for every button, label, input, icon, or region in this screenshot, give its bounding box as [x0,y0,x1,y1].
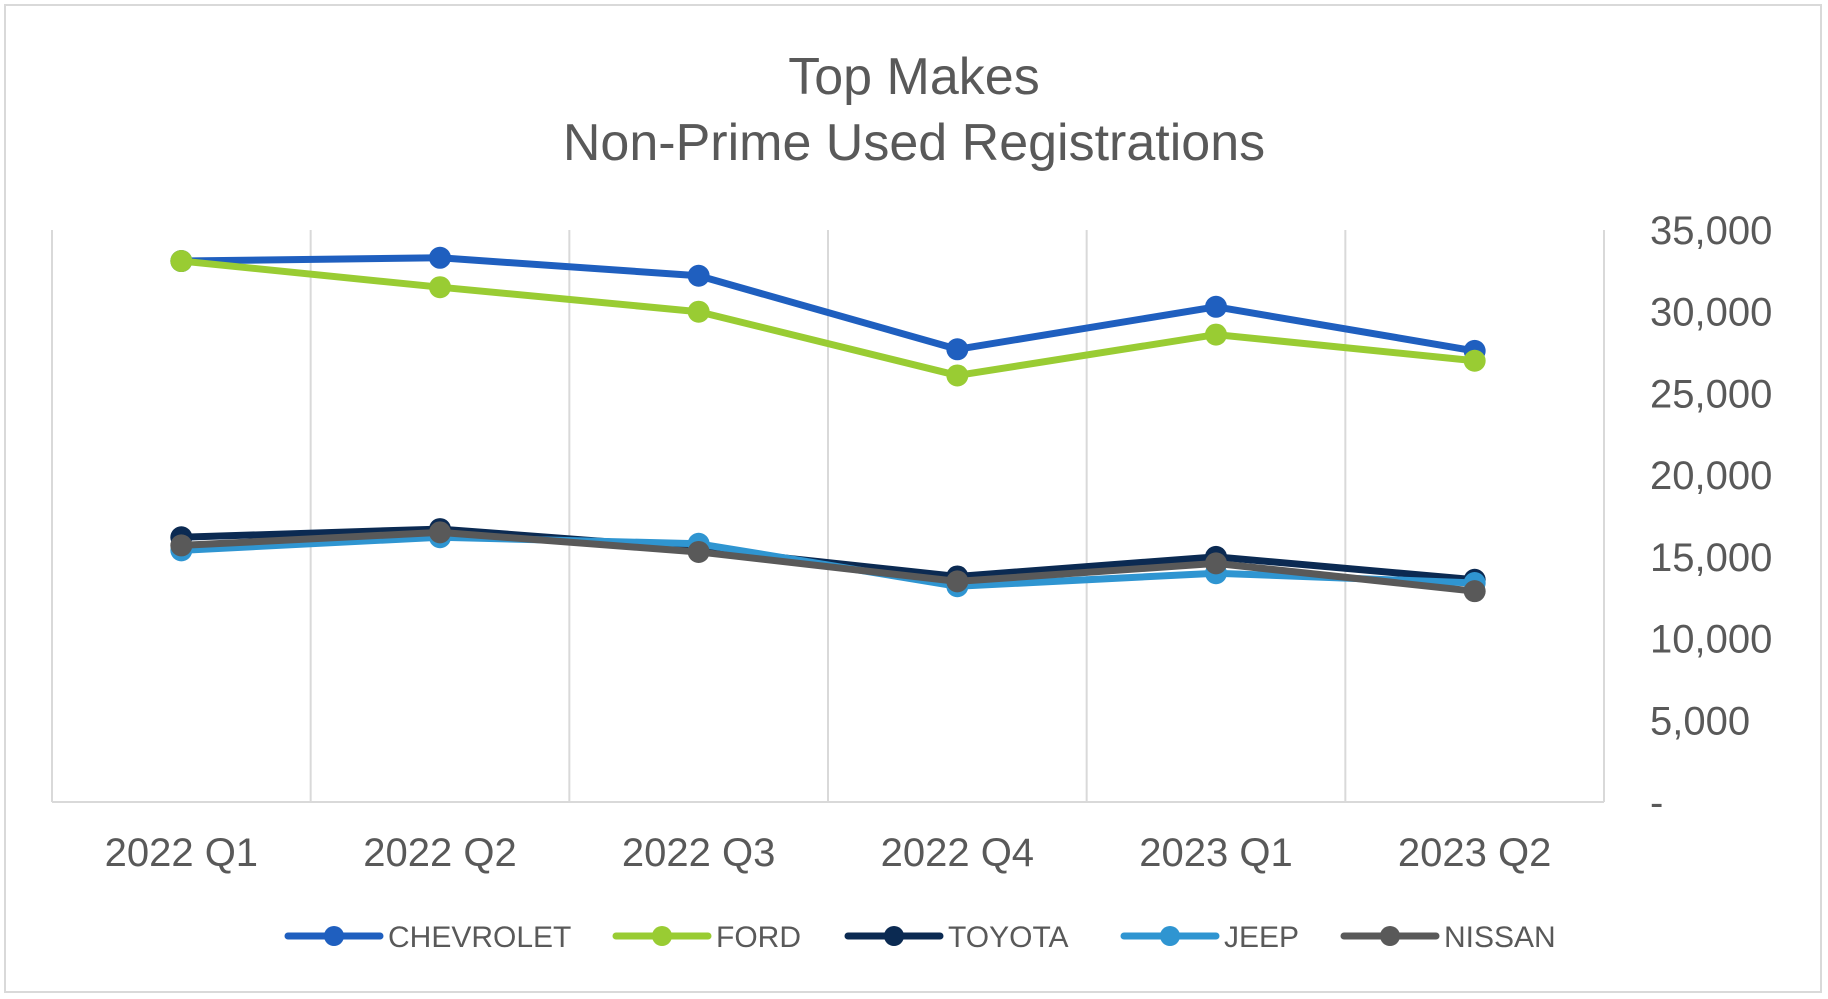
legend-label-nissan: NISSAN [1444,921,1556,954]
data-point-nissan [1463,580,1486,603]
x-tick-label: 2022 Q4 [881,831,1034,875]
legend-marker-toyota [884,926,904,946]
y-tick-label: - [1650,781,1663,825]
data-point-ford [687,300,710,323]
data-point-ford [946,364,969,387]
x-tick-label: 2022 Q3 [622,831,775,875]
y-tick-label: 30,000 [1650,291,1772,335]
data-point-chevrolet [946,338,969,361]
chart-frame [4,4,1822,993]
chart-title: Top Makes [788,48,1040,106]
legend-label-toyota: TOYOTA [948,921,1069,954]
series-line-ford [177,257,1479,379]
y-tick-label: 15,000 [1650,536,1772,580]
x-tick-label: 2022 Q1 [105,831,258,875]
legend-marker-ford [652,926,672,946]
data-point-nissan [170,534,193,557]
data-point-nissan [687,540,710,563]
legend-label-ford: FORD [716,921,801,954]
data-point-nissan [429,521,451,544]
legend-marker-nissan [1380,926,1400,946]
data-point-ford [1205,323,1227,346]
legend-marker-chevrolet [324,926,344,946]
series-line-chevrolet [177,254,1479,355]
legend-marker-jeep [1160,926,1180,946]
legend-label-jeep: JEEP [1224,921,1299,954]
x-tick-label: 2023 Q1 [1139,831,1292,875]
data-point-ford [1463,349,1486,372]
x-tick-label: 2023 Q2 [1398,831,1551,875]
data-point-ford [170,250,193,273]
chart-subtitle: Non-Prime Used Registrations [562,114,1266,172]
legend-label-chevrolet: CHEVROLET [388,921,571,954]
data-point-chevrolet [429,246,451,269]
data-point-nissan [946,570,969,593]
data-point-chevrolet [687,264,710,287]
y-tick-label: 20,000 [1650,454,1772,498]
x-tick-label: 2022 Q2 [363,831,516,875]
data-point-chevrolet [1205,295,1227,318]
series-line-nissan [177,528,1479,595]
y-tick-label: 5,000 [1650,699,1750,743]
data-point-nissan [1205,552,1227,575]
data-point-ford [429,276,451,299]
y-tick-label: 25,000 [1650,372,1772,416]
y-tick-label: 35,000 [1650,209,1772,253]
y-tick-label: 10,000 [1650,618,1772,662]
